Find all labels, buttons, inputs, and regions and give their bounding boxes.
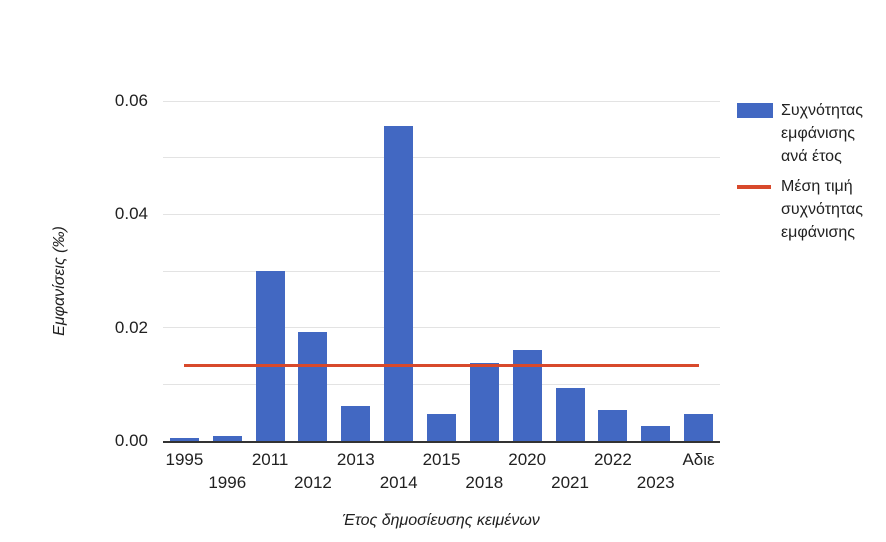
bar-swatch-icon [737, 103, 773, 118]
x-tick-label-2020: 2020 [508, 450, 547, 469]
legend-label-line: εμφάνισης [781, 125, 856, 142]
x-axis-title: Έτος δημοσίευσης κειμένων [342, 512, 540, 529]
y-tick-label: 0.04 [114, 204, 148, 224]
gridline-0.04 [163, 213, 720, 215]
bar-2022[interactable] [598, 409, 628, 441]
gridline-0.03 [163, 270, 720, 272]
gridline-0.02 [163, 327, 720, 329]
bar-2015[interactable] [427, 414, 456, 441]
x-tick-label-2022: 2022 [593, 450, 632, 469]
gridline-0.06 [163, 100, 720, 102]
x-tick-label-2011: 2011 [251, 450, 289, 469]
bar-1995[interactable] [169, 438, 199, 441]
legend-label: Συχνότητας εμφάνισης ανά έτος [781, 99, 863, 168]
legend-label-line: συχνότητας [781, 201, 863, 218]
bar-2023[interactable] [641, 425, 671, 441]
x-tick-label-2023: 2023 [636, 473, 675, 492]
legend-label-line: Μέση τιμή [781, 178, 853, 195]
bar-2013[interactable] [341, 405, 371, 441]
bar-Αδιε[interactable] [684, 413, 714, 441]
x-axis-line [163, 441, 720, 443]
gridline-0.01 [163, 383, 720, 385]
y-tick-label: 0.00 [114, 431, 148, 450]
bar-2012[interactable] [298, 331, 328, 441]
legend-item-frequency-per-year[interactable]: Συχνότητας εμφάνισης ανά έτος [737, 99, 882, 168]
mean-line[interactable] [184, 364, 699, 368]
x-tick-label-2021: 2021 [551, 473, 589, 492]
legend: Συχνότητας εμφάνισης ανά έτος Μέση τιμή συχν… [737, 99, 882, 251]
x-tick-label-2013: 2013 [336, 450, 375, 469]
legend-icon-column [737, 99, 781, 118]
x-tick-label-2012: 2012 [294, 473, 332, 492]
legend-label-line: εμφάνισης [781, 224, 856, 241]
legend-label: Μέση τιμή συχνότητας εμφάνισης [781, 175, 863, 244]
x-tick-label-1995: 1995 [165, 450, 204, 469]
legend-item-mean-frequency[interactable]: Μέση τιμή συχνότητας εμφάνισης [737, 175, 882, 244]
x-tick-label-1996: 1996 [208, 473, 247, 492]
legend-icon-column [737, 175, 781, 189]
bar-1996[interactable] [212, 435, 242, 441]
y-tick-label: 0.02 [114, 317, 148, 337]
line-swatch-icon [737, 185, 771, 189]
x-tick-label-2015: 2015 [422, 450, 461, 469]
y-axis-title: Εμφανίσεις (‰) [51, 226, 68, 336]
y-tick-label: 0.06 [114, 91, 148, 111]
x-tick-label-Αδιε: Αδιε [682, 450, 715, 469]
x-tick-label-2018: 2018 [465, 473, 504, 492]
bar-2021[interactable] [555, 387, 585, 441]
legend-label-line: Συχνότητας [781, 102, 863, 119]
x-tick-label-2014: 2014 [379, 473, 418, 492]
bar-2011[interactable] [255, 270, 285, 441]
legend-label-line: ανά έτος [781, 148, 842, 165]
bar-2014[interactable] [384, 125, 414, 441]
bar-2018[interactable] [469, 362, 499, 441]
gridline-0.05 [163, 157, 720, 159]
